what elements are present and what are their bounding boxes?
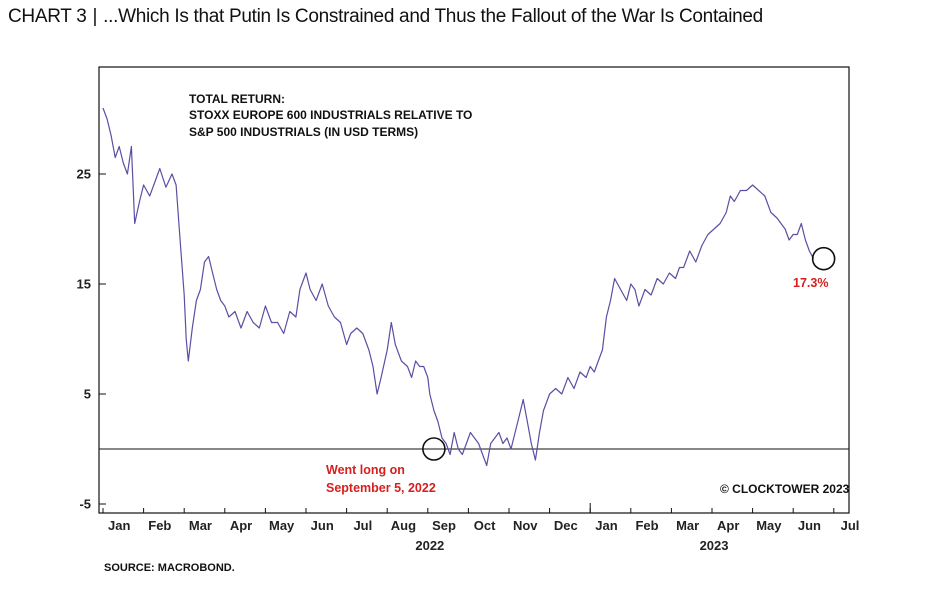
y-tick-label: 5 xyxy=(84,387,91,402)
chart-headline: ...Which Is that Putin Is Constrained an… xyxy=(103,6,763,27)
latest-value-label: 17.3% xyxy=(793,276,828,290)
chart-title-line-3: S&P 500 INDUSTRIALS (IN USD TERMS) xyxy=(189,125,418,139)
x-tick-label: Mar xyxy=(676,518,699,533)
y-tick-label: 15 xyxy=(77,277,91,292)
latest-marker-circle xyxy=(811,246,836,271)
entry-annotation-line-1: Went long on xyxy=(326,463,405,477)
chart-number: CHART 3 xyxy=(8,6,87,27)
x-tick-label: Jul xyxy=(841,518,860,533)
x-tick-label: Feb xyxy=(635,518,658,533)
x-axis: Jan Feb Mar Apr May Jun Jul Aug Sep Oct Nov Dec Jan F… xyxy=(102,503,860,533)
year-label: 2022 xyxy=(415,538,444,553)
x-tick-label: May xyxy=(269,518,295,533)
x-tick-label: Sep xyxy=(432,518,456,533)
x-tick-label: Jun xyxy=(311,518,334,533)
y-tick-label: -5 xyxy=(79,497,91,512)
x-tick-label: Oct xyxy=(474,518,496,533)
year-label: 2023 xyxy=(700,538,729,553)
x-tick-label: May xyxy=(756,518,782,533)
copyright-note: © CLOCKTOWER 2023 xyxy=(720,482,850,496)
x-tick-label: Apr xyxy=(717,518,739,533)
chart-title-line-1: TOTAL RETURN: xyxy=(189,92,285,106)
page-title: CHART 3 | ...Which Is that Putin Is Constr… xyxy=(8,6,763,28)
y-tick-label: 25 xyxy=(77,167,91,182)
series-line xyxy=(102,107,815,467)
year-labels: 2022 2023 xyxy=(415,538,728,553)
x-tick-label: Mar xyxy=(189,518,212,533)
x-tick-label: Nov xyxy=(513,518,538,533)
x-tick-label: Aug xyxy=(391,518,416,533)
entry-annotation-line-2: September 5, 2022 xyxy=(326,481,436,495)
title-separator: | xyxy=(92,6,98,27)
x-tick-label: Jan xyxy=(595,518,617,533)
entry-marker-circle xyxy=(422,437,446,461)
plot-frame xyxy=(98,66,850,514)
x-tick-label: Jan xyxy=(108,518,130,533)
x-tick-label: Dec xyxy=(554,518,578,533)
x-tick-label: Jul xyxy=(353,518,372,533)
chart-title-line-2: STOXX EUROPE 600 INDUSTRIALS RELATIVE TO xyxy=(189,108,472,122)
source-note: SOURCE: MACROBOND. xyxy=(104,562,235,574)
x-tick-label: Apr xyxy=(230,518,252,533)
x-tick-label: Jun xyxy=(798,518,821,533)
x-tick-label: Feb xyxy=(148,518,171,533)
y-axis: -5 5 15 25 xyxy=(77,167,106,512)
